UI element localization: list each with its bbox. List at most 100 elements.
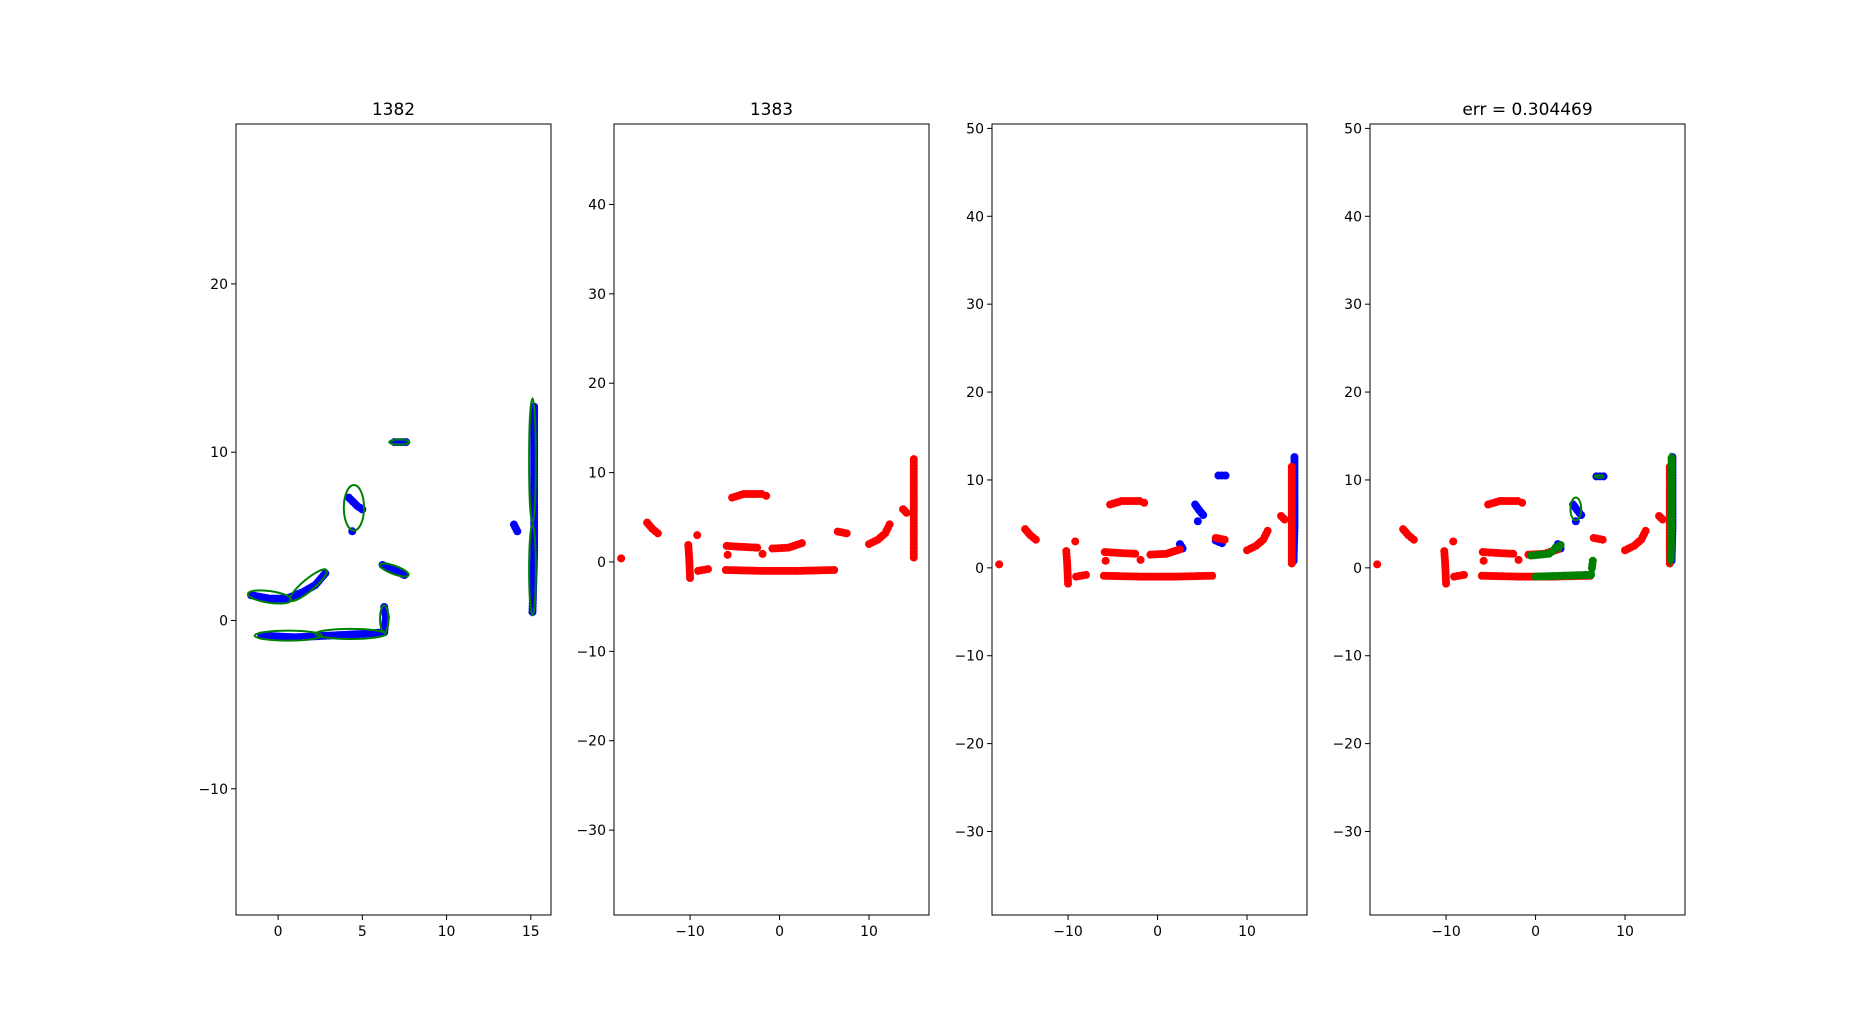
y-tick-label: −30 [576, 823, 606, 839]
y-tick-label: −20 [954, 737, 984, 753]
y-tick-label: −30 [1332, 825, 1362, 841]
red-point [1031, 535, 1040, 544]
red-point [703, 565, 712, 574]
plot-area [1373, 452, 1677, 588]
covariance-ellipse [528, 397, 537, 524]
panel-3-frame [991, 123, 1308, 916]
y-tick-label: −10 [198, 782, 228, 798]
y-tick-label: 20 [966, 385, 984, 401]
y-tick-label: −10 [576, 644, 606, 660]
red-point [753, 543, 762, 552]
red-point [1479, 556, 1488, 565]
red-point [762, 491, 771, 500]
panel-1: 0 5 10 15 −10 0 10 20 1382 [198, 100, 552, 940]
red-point [995, 560, 1004, 569]
red-point [1598, 535, 1607, 544]
panel-1-frame [235, 123, 552, 916]
blue-point [1290, 453, 1299, 462]
y-tick-label: 10 [1344, 473, 1362, 489]
red-point [1442, 579, 1451, 588]
covariance-ellipse [342, 483, 366, 532]
covariance-ellipse [288, 568, 328, 602]
red-point [842, 529, 851, 538]
red-point [797, 539, 806, 548]
panel-4-frame [1369, 123, 1686, 916]
panel-3: −10 0 10 −30 −20 −10 0 10 20 30 40 50 [954, 121, 1308, 940]
red-point [1208, 571, 1217, 580]
red-point [723, 550, 732, 559]
plot-area [995, 453, 1299, 588]
red-point [1514, 555, 1523, 564]
red-point [830, 565, 839, 574]
panel-2: −10 0 10 −30 −20 −10 0 10 20 30 40 1383 [576, 100, 930, 940]
red-point [1658, 515, 1667, 524]
red-point [902, 508, 911, 517]
red-point [1459, 570, 1468, 579]
red-point [885, 520, 894, 529]
plot-area [246, 397, 539, 642]
x-tick-label: −10 [1053, 924, 1083, 940]
y-tick-label: 20 [1344, 385, 1362, 401]
red-point [1287, 462, 1296, 471]
red-point [909, 455, 918, 464]
red-point [1140, 498, 1149, 507]
y-tick-label: 0 [597, 555, 606, 571]
red-point [1409, 535, 1418, 544]
covariance-ellipse [1667, 516, 1674, 567]
covariance-ellipse [1667, 452, 1674, 517]
red-point [1071, 537, 1080, 546]
y-tick-label: 10 [966, 473, 984, 489]
covariance-ellipse [1593, 474, 1605, 479]
blue-point [513, 527, 522, 536]
covariance-ellipse [314, 627, 387, 640]
blue-point [358, 505, 367, 514]
red-point [1064, 579, 1073, 588]
red-point [1373, 560, 1382, 569]
covariance-ellipse [1588, 558, 1596, 575]
y-tick-label: −10 [954, 649, 984, 665]
y-tick-label: 10 [210, 445, 228, 461]
y-tick-label: 0 [975, 561, 984, 577]
y-tick-label: 30 [588, 287, 606, 303]
red-point [1101, 556, 1110, 565]
y-tick-label: 10 [588, 466, 606, 482]
panel-2-frame [613, 123, 930, 916]
x-tick-label: 0 [1531, 924, 1540, 940]
covariance-ellipse [253, 629, 323, 642]
y-tick-label: −20 [576, 734, 606, 750]
panel-4-title: err = 0.304469 [1462, 100, 1592, 120]
blue-point [1221, 471, 1230, 480]
y-tick-label: 50 [1344, 121, 1362, 137]
blue-point [1193, 517, 1202, 526]
red-point [1518, 498, 1527, 507]
red-point [1641, 526, 1650, 535]
y-tick-label: 30 [1344, 297, 1362, 313]
blue-point [1199, 511, 1208, 520]
y-tick-label: 40 [1344, 209, 1362, 225]
red-point [1280, 515, 1289, 524]
x-tick-label: 10 [1238, 924, 1256, 940]
y-tick-label: 40 [588, 197, 606, 213]
x-tick-label: 5 [358, 924, 367, 940]
red-point [1220, 535, 1229, 544]
red-point [1175, 545, 1184, 554]
x-tick-label: 10 [1616, 924, 1634, 940]
x-tick-label: 0 [1153, 924, 1162, 940]
x-tick-label: 0 [274, 924, 283, 940]
covariance-ellipse [379, 604, 390, 634]
x-tick-label: 0 [775, 924, 784, 940]
y-tick-label: 20 [588, 376, 606, 392]
plot-area [617, 455, 918, 583]
red-point [1131, 549, 1140, 558]
y-tick-label: 20 [210, 277, 228, 293]
x-tick-label: 15 [522, 924, 540, 940]
covariance-ellipse [388, 438, 411, 446]
red-point [693, 531, 702, 540]
y-tick-label: −30 [954, 825, 984, 841]
y-tick-label: −20 [1332, 737, 1362, 753]
y-tick-label: 0 [1353, 561, 1362, 577]
red-point [1136, 555, 1145, 564]
covariance-ellipse [379, 562, 410, 578]
